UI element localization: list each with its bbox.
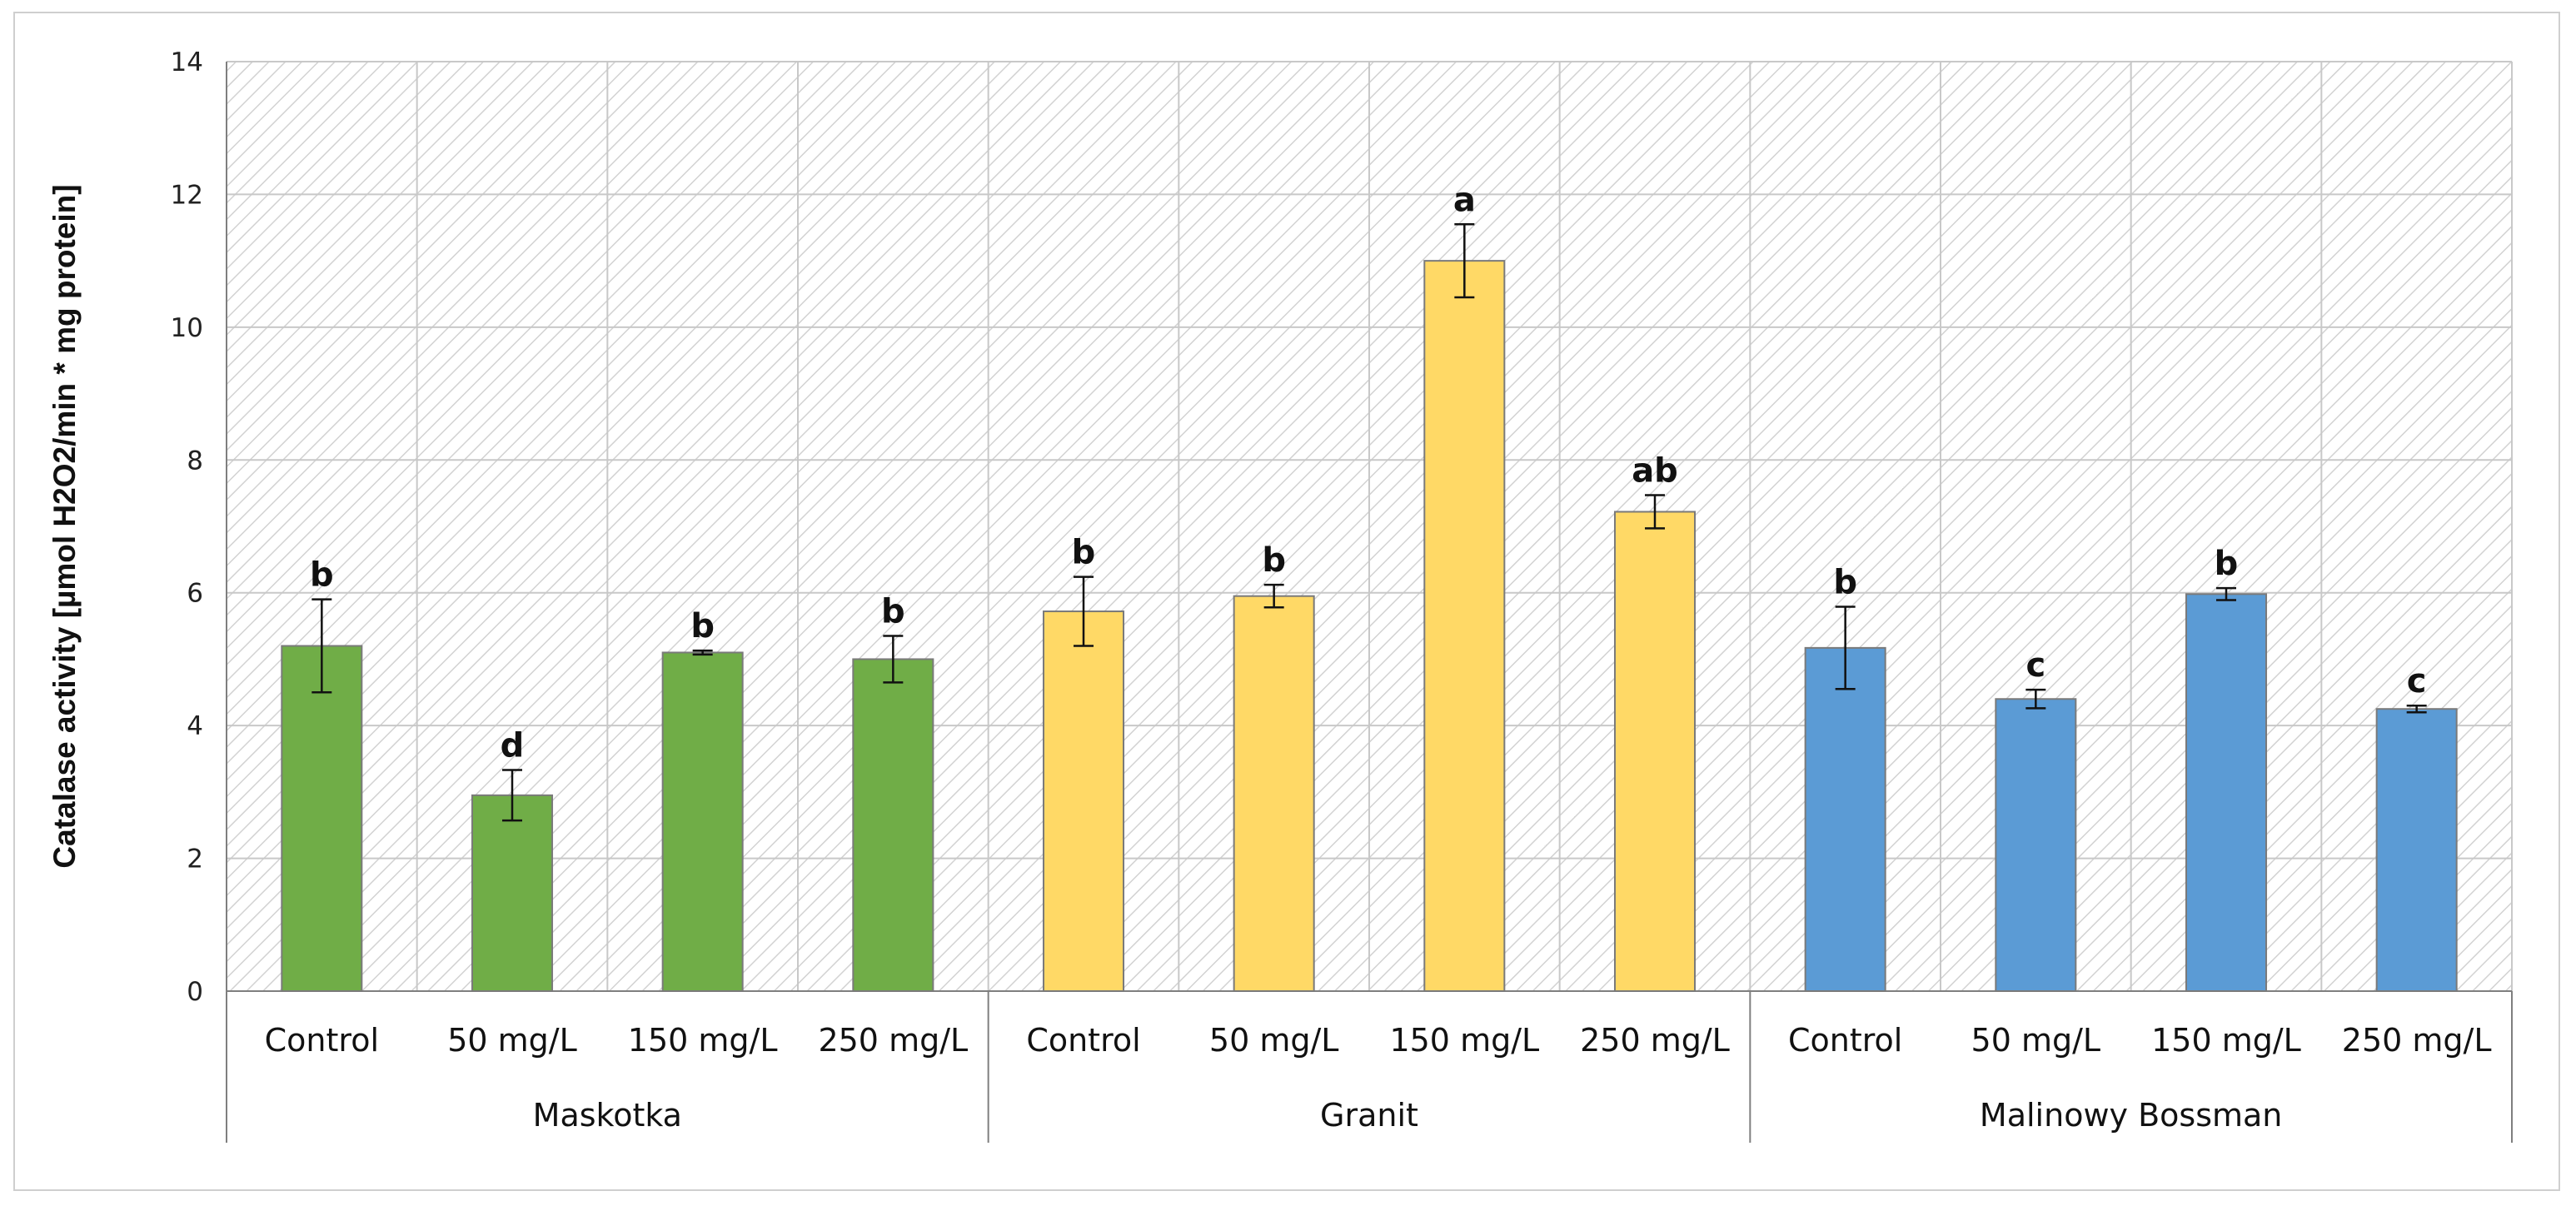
bar-maskotka-4 — [852, 658, 934, 993]
y-tick-label: 6 — [187, 579, 203, 609]
significance-label: b — [1072, 534, 1096, 572]
gridlines — [227, 61, 2513, 991]
y-tick-label: 2 — [187, 845, 203, 875]
significance-label: b — [881, 593, 905, 631]
x-category-label: 50 mg/L — [447, 1022, 577, 1059]
x-category-label: 250 mg/L — [1580, 1022, 1730, 1059]
x-category-label: Control — [265, 1022, 379, 1059]
y-tick-label: 10 — [171, 313, 203, 343]
figure-frame — [13, 12, 2560, 1191]
bar-malinowy-bossman-3 — [2185, 593, 2268, 993]
significance-label: d — [501, 727, 525, 765]
y-tick-label: 12 — [171, 180, 203, 210]
significance-label: a — [1453, 181, 1476, 219]
x-group-label: Granit — [1320, 1097, 1418, 1134]
bar-granit-4 — [1613, 511, 1697, 992]
chart-labels: 0 2 4 6 8 10 12 14 b Control d 50 mg/L b 150 mg/L b 250… — [171, 47, 2492, 1134]
bar-malinowy-bossman-1 — [1804, 646, 1886, 992]
significance-label: b — [2215, 545, 2239, 583]
x-category-label: 50 mg/L — [1209, 1022, 1339, 1059]
bar-granit-3 — [1423, 260, 1506, 992]
significance-label: ab — [1632, 452, 1678, 491]
bar-maskotka-3 — [661, 651, 744, 992]
x-category-label: 150 mg/L — [2151, 1022, 2301, 1059]
y-tick-label: 14 — [171, 47, 203, 77]
x-group-label: Maskotka — [533, 1097, 682, 1134]
bar-malinowy-bossman-2 — [1995, 698, 2077, 992]
significance-label: b — [690, 607, 715, 645]
y-tick-label: 4 — [187, 711, 203, 741]
x-category-label: Control — [1788, 1022, 1902, 1059]
x-category-label: 250 mg/L — [2342, 1022, 2492, 1059]
x-group-label: Malinowy Bossman — [1980, 1097, 2282, 1134]
y-tick-label: 0 — [187, 977, 203, 1007]
significance-label: c — [2407, 662, 2427, 700]
y-axis-label: Catalase activity [µmol H2O2/min * mg pr… — [47, 184, 82, 868]
bar-granit-1 — [1042, 610, 1125, 993]
bar-granit-2 — [1233, 595, 1315, 992]
x-category-label: Control — [1026, 1022, 1140, 1059]
x-category-label: 250 mg/L — [818, 1022, 968, 1059]
x-category-label: 50 mg/L — [1971, 1022, 2101, 1059]
significance-label: c — [2025, 646, 2045, 685]
x-category-label: 150 mg/L — [628, 1022, 778, 1059]
significance-label: b — [1833, 563, 1857, 601]
axes — [226, 62, 2513, 1143]
significance-label: b — [310, 556, 334, 595]
bar-malinowy-bossman-4 — [2375, 708, 2458, 992]
y-tick-label: 8 — [187, 446, 203, 476]
x-category-label: 150 mg/L — [1389, 1022, 1539, 1059]
error-bars — [311, 223, 2427, 822]
bar-maskotka-2 — [471, 794, 554, 992]
bar-maskotka-1 — [281, 645, 363, 992]
significance-label: b — [1262, 541, 1286, 580]
